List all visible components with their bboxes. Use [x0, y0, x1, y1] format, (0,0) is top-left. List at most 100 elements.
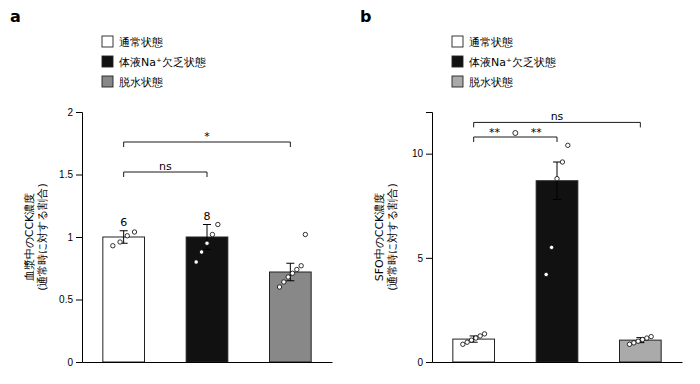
x-axis [83, 362, 333, 363]
n-label: 6 [120, 216, 127, 229]
x-axis [433, 362, 683, 363]
y-tick-label: 2 [67, 107, 73, 118]
error-bar-line [470, 336, 478, 342]
significance-label: ns [159, 160, 172, 173]
data-point [295, 267, 299, 271]
y-tick-mark [76, 300, 82, 301]
y-tick-label: 0 [67, 357, 73, 368]
n-label: 8 [204, 210, 211, 223]
data-point [482, 332, 486, 336]
legend-swatch [452, 76, 463, 87]
y-tick: 5 [417, 253, 432, 264]
outlier-point [303, 232, 307, 236]
legend-label: 脱水状態 [119, 76, 163, 89]
legend-item: 通常状態 [102, 36, 163, 49]
error-bar [203, 225, 211, 250]
legend-item: 体液Na⁺欠乏状態 [452, 56, 556, 69]
data-point [205, 241, 209, 245]
data-point [560, 160, 564, 164]
error-bar-line [636, 338, 644, 343]
data-point [282, 280, 286, 284]
y-tick-mark [426, 362, 432, 363]
y-tick-mark [76, 237, 82, 238]
legend-swatch [452, 56, 463, 67]
legend-label: 通常状態 [469, 36, 513, 49]
bar [270, 272, 312, 362]
error-bar [553, 162, 561, 200]
data-point [199, 250, 203, 254]
y-tick: 2 [67, 107, 82, 118]
data-point [555, 176, 559, 180]
data-point [469, 338, 473, 342]
significance-marker [513, 131, 518, 136]
y-tick-label: 0.5 [59, 294, 73, 305]
data-point [299, 264, 303, 268]
y-tick-mark [76, 362, 82, 363]
data-point [649, 334, 653, 338]
error-bar [286, 263, 294, 281]
y-tick: 0 [417, 357, 432, 368]
y-axis-line [76, 113, 83, 363]
significance-label: ns [551, 110, 564, 123]
legend-item: 通常状態 [452, 36, 513, 49]
plot: 0510SFO中のCCK濃度(通常時に対する割合)****ns [373, 110, 683, 367]
y-tick: 0.5 [59, 294, 82, 305]
significance-bracket [474, 137, 557, 142]
data-point [461, 342, 465, 346]
error-bar [636, 338, 644, 343]
x-axis-line [433, 362, 683, 363]
data-point [465, 340, 469, 344]
y-tick-label: 1 [67, 232, 73, 243]
legend-swatch [452, 36, 463, 47]
legend-swatch [102, 56, 113, 67]
data-point [125, 234, 129, 238]
legend-swatch [102, 36, 113, 47]
y-tick-mark [76, 175, 82, 176]
data-point [290, 271, 294, 275]
legend-swatch [102, 76, 113, 87]
data-point [632, 341, 636, 345]
data-point [645, 336, 649, 340]
error-bar-line [553, 162, 561, 200]
panel: b0510SFO中のCCK濃度(通常時に対する割合)****ns通常状態体液Na… [360, 7, 683, 368]
data-point [478, 334, 482, 338]
y-tick-label: 1.5 [59, 169, 73, 180]
y-axis: 0 5 10 [412, 113, 433, 368]
significance-label: * [204, 130, 210, 143]
bar [186, 237, 228, 362]
data-point [194, 260, 198, 264]
bar [536, 181, 578, 362]
y-tick-label: 10 [412, 148, 424, 159]
data-point [627, 342, 631, 346]
data-point [118, 240, 122, 244]
data-point [111, 244, 115, 248]
annotations: ns * 6 8 [120, 130, 210, 229]
annotations: ** ** ns [489, 110, 564, 139]
data-point [277, 285, 281, 289]
legend-label: 体液Na⁺欠乏状態 [469, 56, 556, 69]
legend-item: 脱水状態 [102, 76, 163, 89]
significance-label: ** [489, 126, 501, 139]
y-tick-label: 5 [417, 253, 423, 264]
y-tick: 0 [67, 357, 82, 368]
y-tick-label: 0 [417, 357, 423, 368]
figure: a 0 0.5 1 1.5 2 血漿中のCCK濃度(通常時に対する割合) ns * 6 8 通常状態体… [0, 0, 700, 384]
plot: 0 0.5 1 1.5 2 血漿中のCCK濃度(通常時に対する割合) ns * 6 8 [23, 107, 333, 368]
legend-label: 通常状態 [119, 36, 163, 49]
data-point [640, 337, 644, 341]
y-axis-title: 血漿中のCCK濃度(通常時に対する割合) [23, 183, 49, 291]
panel-title: a [10, 7, 21, 26]
y-tick-mark [426, 154, 432, 155]
data-point [286, 275, 290, 279]
error-bar-line [203, 225, 211, 250]
data-point [566, 143, 570, 147]
marks [453, 122, 661, 362]
y-axis-line [426, 113, 433, 363]
y-tick-mark [76, 112, 82, 113]
marks [103, 142, 311, 362]
data-point [216, 222, 220, 226]
significance-label: ** [531, 126, 543, 139]
bar [103, 237, 145, 362]
panel: a00.511.52血漿中のCCK濃度(通常時に対する割合)ns*68通常状態体… [10, 7, 333, 368]
data-point [132, 230, 136, 234]
